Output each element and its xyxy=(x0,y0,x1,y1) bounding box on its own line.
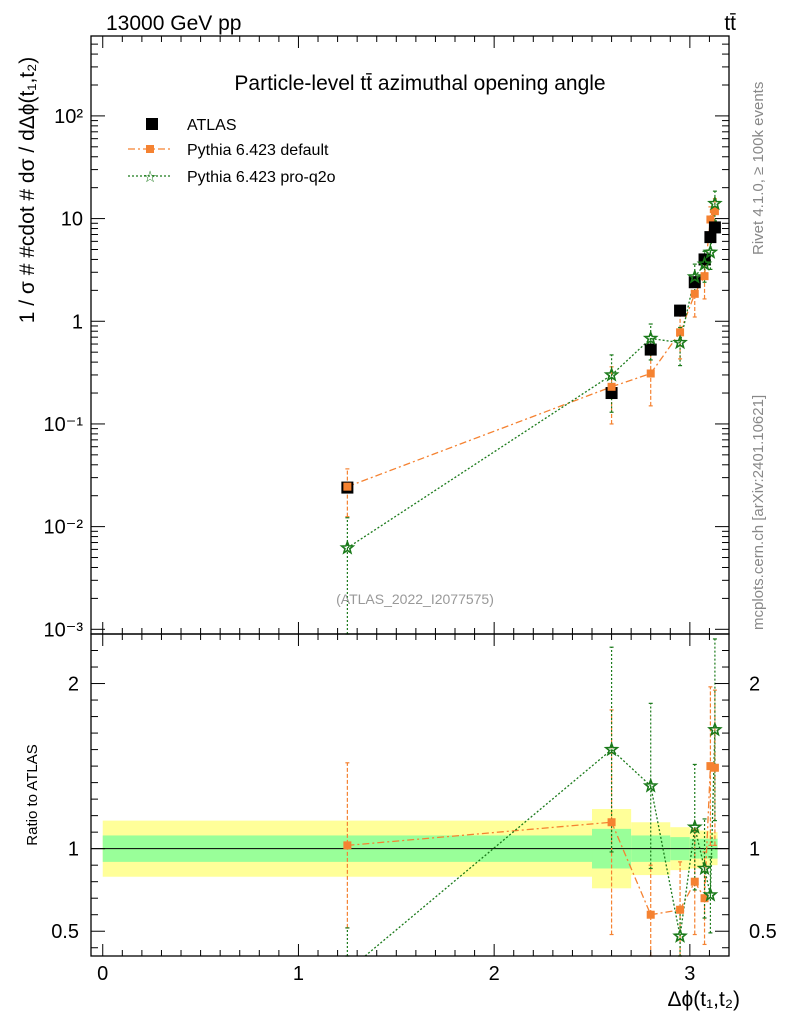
energy-label: 13000 GeV pp xyxy=(106,12,241,35)
legend: ATLAS Pythia 6.423 default ☆ Pythia 6.42… xyxy=(128,117,336,186)
marker-default-3 xyxy=(676,328,685,337)
rivet-label: Rivet 4.1.0, ≥ 100k events xyxy=(750,82,767,255)
y-axis-label: 1 / σ # #cdot # dσ / dΔϕ(t₁,t₂) xyxy=(16,57,39,324)
marker-proq2o-7 xyxy=(707,195,723,211)
marker-proq2o-2 xyxy=(642,330,659,346)
line-proq2o-ratio xyxy=(364,729,716,957)
marker-default-0 xyxy=(343,482,352,491)
marker-atlas-3 xyxy=(674,304,687,317)
ratio-tick-label-right: 1 xyxy=(749,839,760,861)
marker-proq2o-0 xyxy=(339,539,356,555)
marker-default-7 xyxy=(710,207,719,216)
ratio-marker-proq2o-2 xyxy=(642,777,659,793)
ratio-tick-label-right: 0.5 xyxy=(749,921,777,943)
ratio-marker-proq2o-5 xyxy=(696,860,713,876)
mcplots-label: mcplots.cern.ch [arXiv:2401.10621] xyxy=(750,395,767,630)
legend-entry-default: Pythia 6.423 default xyxy=(187,142,329,159)
analysis-id-label: (ATLAS_2022_I2077575) xyxy=(336,591,494,607)
legend-entry-proq2o: Pythia 6.423 pro-q2o xyxy=(187,169,336,186)
marker-proq2o-3 xyxy=(672,334,688,350)
x-tick-label: 2 xyxy=(489,963,500,985)
y-tick-label: 10² xyxy=(54,106,83,128)
marker-atlas-6 xyxy=(704,231,717,244)
ratio-marker-proq2o-1 xyxy=(603,741,620,757)
ratio-marker-proq2o-7 xyxy=(707,721,723,737)
legend-marker-proq2o: ☆ xyxy=(143,169,157,186)
axis-ticks: 0 1 2 3 10⁻³ 10⁻² 10⁻¹ 1 10 10² 0.5 0.5 1 1 2 2 xyxy=(44,35,777,985)
y-tick-label: 10⁻¹ xyxy=(44,414,84,436)
y-tick-label: 10⁻² xyxy=(44,517,84,539)
ratio-tick-label-right: 2 xyxy=(749,674,760,696)
process-label: tt̄ xyxy=(724,12,736,35)
legend-marker-atlas xyxy=(146,118,158,130)
line-proq2o-main xyxy=(347,203,716,549)
ratio-marker-proq2o-3 xyxy=(672,927,688,943)
marker-default-1 xyxy=(607,382,616,391)
x-axis-label: Δϕ(t₁,t₂) xyxy=(667,988,740,1011)
marker-default-5 xyxy=(700,272,709,281)
ratio-marker-proq2o-4 xyxy=(686,818,703,835)
line-default-main xyxy=(347,210,716,488)
ratio-marker-default-6 xyxy=(706,762,715,771)
ratio-tick-label-left: 0.5 xyxy=(51,921,79,943)
ratio-marker-default-0 xyxy=(343,841,352,850)
ratio-marker-proq2o-6 xyxy=(702,886,719,902)
x-tick-label: 3 xyxy=(684,963,695,985)
ratio-y-axis-label: Ratio to ATLAS xyxy=(24,744,41,845)
marker-default-4 xyxy=(690,289,699,298)
x-tick-label: 1 xyxy=(293,963,304,985)
ratio-marker-default-1 xyxy=(607,818,616,827)
marker-default-6 xyxy=(706,215,715,224)
chart-title: Particle-level tt̄ azimuthal opening ang… xyxy=(234,72,605,95)
data-markers xyxy=(339,195,723,943)
marker-default-2 xyxy=(646,369,655,378)
ratio-marker-default-2 xyxy=(646,910,655,919)
marker-proq2o-5 xyxy=(696,255,713,271)
plot-frames xyxy=(90,35,730,957)
ratio-tick-label-left: 2 xyxy=(68,674,79,696)
ratio-marker-default-3 xyxy=(676,905,685,914)
legend-marker-default xyxy=(146,145,154,153)
marker-atlas-7 xyxy=(708,221,721,234)
ratio-marker-default-5 xyxy=(700,894,709,903)
marker-proq2o-6 xyxy=(702,243,719,259)
line-default-ratio xyxy=(347,765,716,916)
ratio-tick-label-left: 1 xyxy=(68,839,79,861)
y-tick-label: 10⁻³ xyxy=(44,619,84,641)
y-tick-label: 1 xyxy=(72,311,83,333)
legend-entry-atlas: ATLAS xyxy=(187,117,237,134)
ratio-marker-default-4 xyxy=(690,877,699,886)
ratio-marker-default-7 xyxy=(710,763,719,772)
y-tick-label: 10 xyxy=(61,209,83,231)
marker-proq2o-4 xyxy=(686,268,703,284)
marker-atlas-2 xyxy=(644,343,657,356)
x-tick-label: 0 xyxy=(97,963,108,985)
ratio-panel-frame xyxy=(90,633,730,957)
marker-proq2o-1 xyxy=(603,366,620,382)
